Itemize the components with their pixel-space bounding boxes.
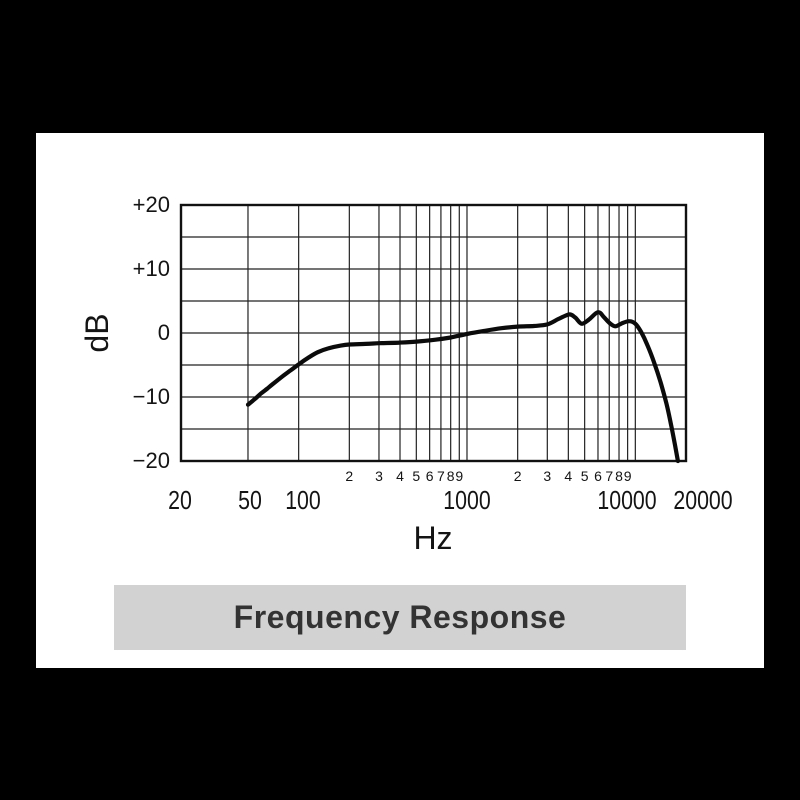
x-minor-tick-label: 9 (623, 468, 632, 484)
y-tick-label: −20 (132, 448, 170, 473)
x-minor-tick-label: 6 (594, 468, 602, 484)
x-minor-tick-label: 2 (345, 468, 354, 484)
x-minor-tick-label: 4 (564, 468, 573, 484)
chart-title-banner: Frequency Response (114, 585, 686, 650)
x-minor-tick-label: 5 (412, 468, 421, 484)
y-tick-label: +10 (132, 256, 170, 281)
x-minor-tick-label: 8 (615, 468, 623, 484)
chart-gridlines (181, 205, 686, 461)
x-major-tick-label: 100 (284, 485, 321, 515)
x-minor-tick-label: 6 (425, 468, 434, 484)
x-major-tick-label: 10000 (597, 485, 657, 515)
x-minor-tick-label: 9 (455, 468, 464, 484)
y-tick-label: −10 (132, 384, 170, 409)
x-major-tick-label: 20 (168, 485, 192, 515)
response-curve (245, 310, 680, 464)
x-minor-tick-label: 4 (396, 468, 404, 484)
y-tick-label: 0 (157, 320, 170, 345)
x-minor-tick-label: 7 (437, 468, 445, 484)
x-major-tick-label: 20000 (673, 485, 733, 515)
y-axis-title: dB (79, 313, 115, 353)
x-minor-tick-label: 7 (605, 468, 614, 484)
chart-title: Frequency Response (233, 599, 567, 635)
x-major-tick-label: 1000 (443, 485, 491, 515)
x-minor-tick-label: 5 (580, 468, 589, 484)
x-minor-tick-label: 3 (375, 468, 383, 484)
x-minor-tick-label: 2 (513, 468, 522, 484)
x-axis-title: Hz (413, 520, 453, 556)
plot-border (179, 203, 688, 463)
x-minor-tick-label: 3 (543, 468, 552, 484)
x-minor-tick-label: 8 (446, 468, 455, 484)
y-tick-label: +20 (132, 192, 170, 217)
x-major-tick-label: 50 (238, 485, 262, 515)
